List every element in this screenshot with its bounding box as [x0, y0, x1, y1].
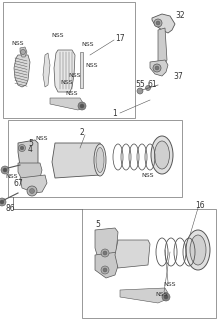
Polygon shape [120, 288, 168, 303]
Polygon shape [158, 28, 167, 65]
Text: NSS: NSS [6, 173, 18, 179]
Circle shape [101, 266, 109, 274]
Text: 5: 5 [95, 220, 101, 228]
Ellipse shape [94, 144, 106, 176]
Polygon shape [14, 55, 30, 87]
Polygon shape [43, 53, 50, 87]
Text: 32: 32 [175, 11, 185, 20]
Text: 16: 16 [195, 201, 205, 210]
Circle shape [162, 293, 170, 301]
Polygon shape [50, 98, 83, 110]
Polygon shape [20, 175, 47, 193]
Circle shape [18, 145, 25, 151]
Circle shape [156, 21, 160, 25]
Polygon shape [152, 14, 175, 33]
Polygon shape [52, 143, 102, 178]
Text: 4: 4 [28, 145, 33, 154]
Circle shape [103, 268, 107, 272]
Circle shape [21, 50, 25, 54]
Text: NSS: NSS [86, 62, 98, 68]
Circle shape [153, 64, 161, 72]
Circle shape [154, 19, 162, 27]
Polygon shape [18, 163, 42, 182]
Text: NSS: NSS [142, 172, 154, 178]
Ellipse shape [151, 136, 173, 174]
Text: NSS: NSS [52, 33, 64, 37]
Circle shape [3, 168, 7, 172]
Circle shape [20, 146, 24, 150]
Polygon shape [80, 52, 83, 88]
Text: 17: 17 [115, 34, 125, 43]
Text: 5: 5 [28, 139, 33, 148]
Circle shape [101, 249, 109, 257]
Text: 61: 61 [147, 79, 157, 89]
Circle shape [155, 66, 159, 70]
Polygon shape [95, 228, 118, 268]
Circle shape [30, 188, 35, 194]
Text: NSS: NSS [82, 42, 94, 46]
Text: NSS: NSS [61, 79, 73, 84]
Circle shape [78, 102, 86, 110]
Polygon shape [95, 252, 120, 278]
Text: NSS: NSS [12, 41, 24, 45]
Circle shape [1, 166, 9, 174]
Polygon shape [115, 240, 150, 268]
Text: NSS: NSS [156, 292, 168, 298]
Text: 86: 86 [5, 204, 15, 212]
Circle shape [80, 104, 84, 108]
Text: NSS: NSS [69, 73, 81, 77]
Ellipse shape [190, 235, 206, 265]
Text: 1: 1 [113, 108, 117, 117]
Text: NSS: NSS [164, 283, 176, 287]
Circle shape [103, 251, 107, 255]
Text: NSS: NSS [36, 135, 48, 140]
Text: 55: 55 [135, 79, 145, 89]
Text: 67: 67 [13, 179, 23, 188]
Ellipse shape [96, 148, 104, 172]
Text: 37: 37 [173, 71, 183, 81]
Circle shape [0, 198, 6, 206]
Circle shape [27, 186, 37, 196]
Polygon shape [20, 47, 27, 57]
Polygon shape [18, 140, 38, 171]
Text: 2: 2 [80, 127, 84, 137]
Circle shape [164, 295, 168, 299]
Polygon shape [54, 50, 75, 92]
Circle shape [145, 85, 150, 91]
Ellipse shape [186, 230, 210, 270]
Bar [82, 209, 216, 318]
Polygon shape [150, 60, 168, 76]
Bar [8, 120, 182, 197]
Bar [3, 2, 135, 118]
Text: NSS: NSS [66, 91, 78, 95]
Ellipse shape [154, 141, 170, 169]
Circle shape [0, 200, 4, 204]
Circle shape [137, 88, 143, 94]
